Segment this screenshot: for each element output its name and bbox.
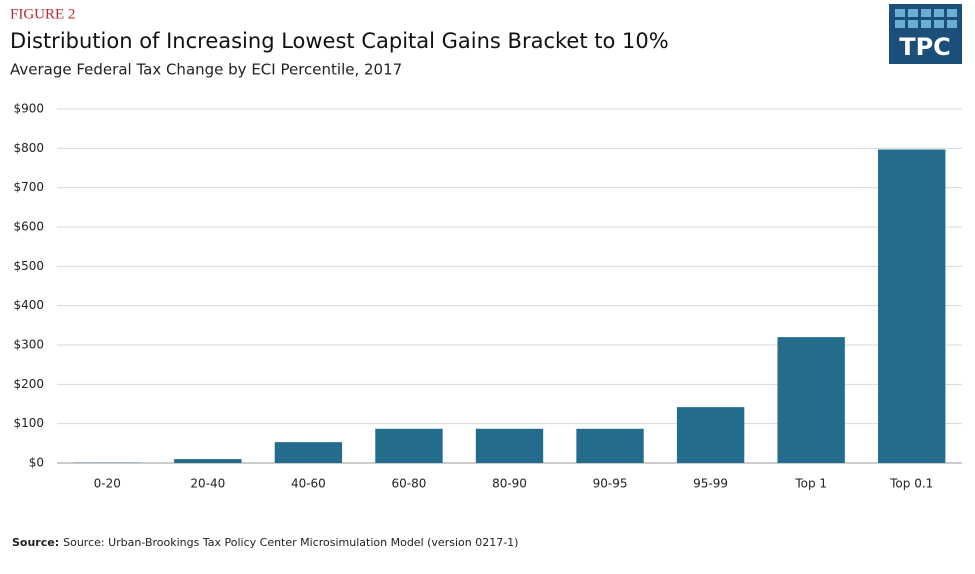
x-tick-label: Top 1	[794, 477, 827, 491]
logo-text: TPC	[899, 33, 951, 61]
bar	[878, 149, 946, 463]
bar	[375, 428, 443, 463]
source: Source: Source: Urban-Brookings Tax Polic…	[12, 536, 518, 549]
chart-title: Distribution of Increasing Lowest Capita…	[10, 29, 669, 53]
source-text: Source: Urban-Brookings Tax Policy Cente…	[63, 536, 518, 549]
y-tick-label: $0	[29, 456, 44, 470]
y-tick-label: $300	[13, 338, 44, 352]
x-tick-label: 40-60	[291, 477, 326, 491]
x-tick-label: 60-80	[392, 477, 427, 491]
logo-grid	[895, 9, 957, 28]
x-tick-label: 90-95	[593, 477, 628, 491]
bar	[777, 337, 845, 463]
y-tick-label: $800	[13, 141, 44, 155]
bar	[274, 442, 343, 463]
y-tick-label: $700	[13, 180, 44, 194]
x-tick-label: Top 0.1	[889, 477, 933, 491]
bar	[576, 428, 644, 463]
y-tick-label: $500	[13, 259, 44, 273]
y-tick-label: $400	[13, 298, 44, 312]
chart-subtitle: Average Federal Tax Change by ECI Percen…	[10, 61, 402, 79]
y-tick-label: $600	[13, 220, 44, 234]
y-tick-label: $200	[13, 377, 44, 391]
bar	[676, 407, 745, 463]
x-tick-label: 80-90	[492, 477, 527, 491]
y-tick-label: $100	[13, 416, 44, 430]
source-label: Source:	[12, 536, 59, 549]
y-tick-label: $900	[13, 102, 44, 116]
x-tick-label: 0-20	[94, 477, 121, 491]
x-tick-label: 95-99	[693, 477, 728, 491]
bar	[475, 428, 544, 463]
logo: TPC	[889, 4, 962, 64]
figure-label: FIGURE 2	[10, 6, 75, 22]
bar	[174, 459, 242, 463]
x-tick-label: 20-40	[190, 477, 225, 491]
